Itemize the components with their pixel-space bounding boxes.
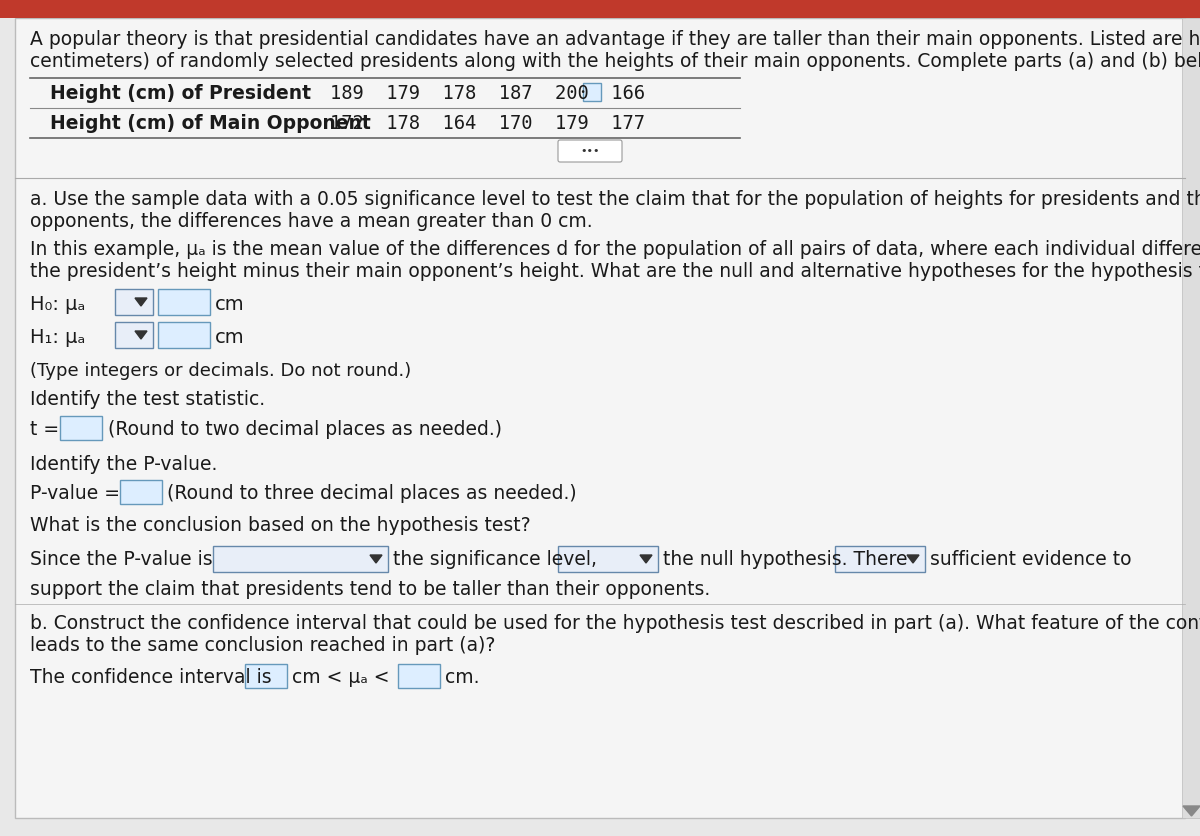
Text: •••: ••• bbox=[581, 146, 600, 156]
Polygon shape bbox=[370, 555, 382, 563]
Text: centimeters) of randomly selected presidents along with the heights of their mai: centimeters) of randomly selected presid… bbox=[30, 52, 1200, 71]
Text: cm < μₐ <: cm < μₐ < bbox=[292, 668, 390, 687]
Bar bbox=[398, 664, 440, 688]
Text: cm.: cm. bbox=[445, 668, 480, 687]
Bar bbox=[558, 546, 658, 572]
Text: leads to the same conclusion reached in part (a)?: leads to the same conclusion reached in … bbox=[30, 636, 496, 655]
Text: Height (cm) of President: Height (cm) of President bbox=[50, 84, 311, 103]
Text: The confidence interval is: The confidence interval is bbox=[30, 668, 271, 687]
Bar bbox=[835, 546, 925, 572]
Text: a. Use the sample data with a 0.05 significance level to test the claim that for: a. Use the sample data with a 0.05 signi… bbox=[30, 190, 1200, 209]
Text: Height (cm) of Main Opponent: Height (cm) of Main Opponent bbox=[50, 114, 371, 133]
Text: What is the conclusion based on the hypothesis test?: What is the conclusion based on the hypo… bbox=[30, 516, 530, 535]
Bar bbox=[0, 0, 1200, 18]
Text: cm: cm bbox=[215, 328, 245, 347]
Text: H₁: μₐ: H₁: μₐ bbox=[30, 328, 85, 347]
Text: In this example, μₐ is the mean value of the differences d for the population of: In this example, μₐ is the mean value of… bbox=[30, 240, 1200, 259]
Text: Identify the P-value.: Identify the P-value. bbox=[30, 455, 217, 474]
Text: support the claim that presidents tend to be taller than their opponents.: support the claim that presidents tend t… bbox=[30, 580, 710, 599]
Text: Since the P-value is: Since the P-value is bbox=[30, 550, 212, 569]
Text: the president’s height minus their main opponent’s height. What are the null and: the president’s height minus their main … bbox=[30, 262, 1200, 281]
Text: (Type integers or decimals. Do not round.): (Type integers or decimals. Do not round… bbox=[30, 362, 412, 380]
Polygon shape bbox=[134, 298, 148, 306]
Text: H₀: μₐ: H₀: μₐ bbox=[30, 295, 85, 314]
Text: opponents, the differences have a mean greater than 0 cm.: opponents, the differences have a mean g… bbox=[30, 212, 593, 231]
Bar bbox=[158, 289, 210, 315]
Text: P-value =: P-value = bbox=[30, 484, 120, 503]
Polygon shape bbox=[134, 331, 148, 339]
Bar bbox=[115, 289, 154, 315]
Bar bbox=[1182, 18, 1200, 818]
Text: 189  179  178  187  200  166: 189 179 178 187 200 166 bbox=[330, 84, 646, 103]
Text: t =: t = bbox=[30, 420, 59, 439]
Text: 172  178  164  170  179  177: 172 178 164 170 179 177 bbox=[330, 114, 646, 133]
Text: the significance level,: the significance level, bbox=[394, 550, 598, 569]
Bar bbox=[158, 322, 210, 348]
Text: the null hypothesis. There: the null hypothesis. There bbox=[662, 550, 907, 569]
Text: A popular theory is that presidential candidates have an advantage if they are t: A popular theory is that presidential ca… bbox=[30, 30, 1200, 49]
Polygon shape bbox=[1183, 806, 1200, 816]
FancyBboxPatch shape bbox=[558, 140, 622, 162]
Polygon shape bbox=[907, 555, 919, 563]
Bar bbox=[214, 546, 388, 572]
Text: Identify the test statistic.: Identify the test statistic. bbox=[30, 390, 265, 409]
Bar bbox=[60, 416, 102, 440]
Text: (Round to three decimal places as needed.): (Round to three decimal places as needed… bbox=[167, 484, 577, 503]
Bar bbox=[245, 664, 287, 688]
Bar bbox=[115, 322, 154, 348]
Bar bbox=[583, 83, 601, 101]
Text: b. Construct the confidence interval that could be used for the hypothesis test : b. Construct the confidence interval tha… bbox=[30, 614, 1200, 633]
Polygon shape bbox=[640, 555, 652, 563]
Text: sufficient evidence to: sufficient evidence to bbox=[930, 550, 1132, 569]
Bar bbox=[120, 480, 162, 504]
Text: cm: cm bbox=[215, 295, 245, 314]
Text: (Round to two decimal places as needed.): (Round to two decimal places as needed.) bbox=[108, 420, 502, 439]
